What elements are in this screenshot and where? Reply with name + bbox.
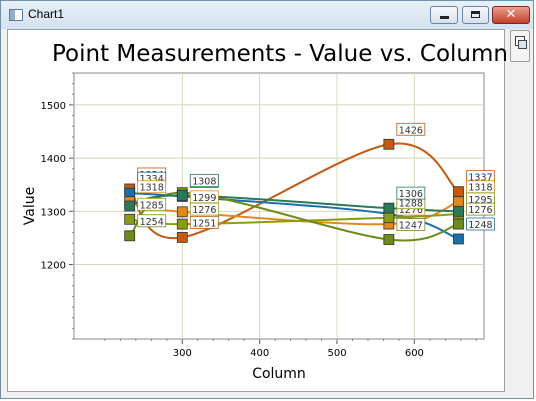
close-icon: ✕ (505, 7, 517, 22)
data-point (453, 196, 464, 208)
close-button[interactable]: ✕ (492, 6, 530, 24)
x-tick-label: 500 (327, 348, 346, 359)
y-axis-label: Value (22, 187, 38, 225)
y-tick-label: 1200 (41, 261, 66, 272)
x-tick-label: 300 (173, 348, 192, 359)
data-label: 1276 (399, 205, 423, 216)
data-label-box (466, 202, 495, 216)
data-label: 1426 (399, 125, 423, 136)
data-label-box (137, 180, 167, 194)
data-point (383, 212, 395, 224)
chart-toolbar-button[interactable] (510, 30, 530, 62)
data-point (124, 213, 136, 225)
chart-title: Point Measurements - Value vs. Column (52, 41, 508, 67)
data-label: 1318 (468, 183, 492, 194)
data-label-box (396, 122, 426, 136)
data-label: 1251 (192, 218, 216, 229)
title-bar[interactable]: Chart1 ✕ (1, 1, 533, 29)
data-markers (124, 138, 464, 245)
grid-lines (74, 73, 484, 339)
data-point (176, 218, 188, 230)
data-label: 1306 (399, 189, 423, 200)
x-axis-label: Column (252, 366, 306, 382)
data-label: 1247 (399, 221, 423, 232)
window-title: Chart1 (28, 7, 65, 21)
data-label: 1248 (468, 220, 492, 231)
x-tick-label: 400 (250, 348, 269, 359)
maximize-button[interactable] (462, 6, 489, 24)
maximize-icon (471, 11, 480, 18)
data-point (383, 234, 395, 245)
data-label-box (466, 217, 495, 231)
data-label: 1308 (192, 176, 216, 187)
data-label: 1276 (468, 205, 492, 216)
data-label: 1288 (399, 199, 423, 210)
data-point (453, 233, 464, 245)
data-point (383, 138, 395, 150)
y-tick-label: 1400 (41, 154, 66, 165)
data-point (176, 189, 188, 201)
data-point (176, 231, 188, 243)
x-tick-label: 600 (405, 348, 424, 359)
data-label-box (137, 197, 167, 211)
data-labels: 1354125114261337133413281248131812991276… (137, 122, 495, 232)
data-label-box (396, 186, 426, 200)
data-label-box (137, 214, 167, 228)
data-point (453, 218, 464, 230)
minimize-button[interactable] (430, 6, 458, 24)
data-point (124, 230, 136, 242)
data-label-box (189, 202, 219, 216)
y-tick-label: 1500 (41, 101, 66, 112)
data-point (176, 206, 188, 218)
data-label: 1318 (140, 183, 164, 194)
data-label-box (396, 218, 426, 231)
axis-ticks: 300 400 500 600 1200 1300 1400 1500 (41, 72, 477, 359)
data-label: 1254 (140, 217, 164, 228)
data-point (124, 200, 136, 212)
data-label: 1337 (468, 173, 492, 184)
data-label: 1299 (192, 193, 216, 204)
minimize-icon (440, 16, 449, 19)
series-line (129, 194, 459, 213)
data-label: 1295 (468, 195, 492, 206)
data-point (453, 205, 464, 217)
data-label-box (189, 173, 219, 187)
data-label: 1276 (192, 205, 216, 216)
data-label: 1334 (140, 174, 164, 185)
series-line (129, 192, 459, 240)
window-icon (9, 9, 23, 21)
y-tick-label: 1300 (41, 207, 66, 218)
data-label: 1285 (140, 200, 164, 211)
data-point (453, 186, 464, 198)
data-point (383, 202, 395, 214)
data-label-box (189, 215, 219, 229)
copy-icon-back (518, 40, 527, 49)
